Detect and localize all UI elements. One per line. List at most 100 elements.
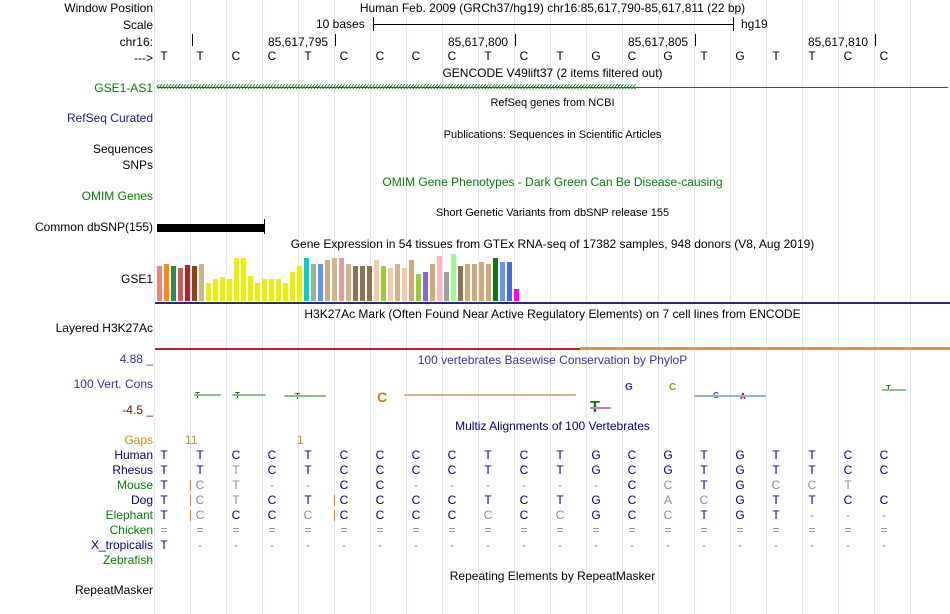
alignment-base: C	[375, 493, 385, 507]
gtex-tissue-bar[interactable]	[199, 264, 204, 301]
omim-label[interactable]: OMIM Genes	[81, 189, 153, 203]
alignment-base: C	[627, 463, 637, 477]
gtex-tissue-bar[interactable]	[339, 258, 344, 301]
alignment-base: T	[196, 448, 204, 462]
species-label[interactable]: Elephant	[105, 508, 153, 522]
conservation-label[interactable]: 100 Vert. Cons	[73, 377, 153, 391]
gtex-tissue-bar[interactable]	[234, 258, 239, 301]
gtex-tissue-bar[interactable]	[451, 254, 456, 301]
gtex-tissue-bar[interactable]	[220, 277, 225, 301]
snps-label[interactable]: SNPs	[122, 158, 153, 172]
species-label[interactable]: Zebrafish	[102, 553, 153, 567]
gtex-tissue-bar[interactable]	[248, 276, 253, 301]
gtex-tissue-bar[interactable]	[423, 272, 428, 301]
gtex-tissue-bar[interactable]	[192, 266, 197, 301]
gtex-tissue-bar[interactable]	[157, 266, 162, 301]
alignment-base: C	[267, 508, 277, 522]
gtex-tissue-bar[interactable]	[479, 262, 484, 301]
gtex-tissue-bar[interactable]	[444, 272, 449, 301]
gtex-tissue-bar[interactable]	[262, 279, 267, 301]
gtex-tissue-bar[interactable]	[374, 260, 379, 301]
grid-line	[154, 0, 155, 614]
conservation-max: 4.88 _	[119, 352, 153, 366]
gse1-as1-gene-line[interactable]	[158, 87, 948, 88]
gtex-tissue-bar[interactable]	[388, 268, 393, 301]
gencode-item-label[interactable]: GSE1-AS1	[94, 81, 153, 95]
species-label[interactable]: Mouse	[116, 478, 153, 492]
gtex-tissue-bar[interactable]	[297, 266, 302, 301]
dbsnp-label[interactable]: Common dbSNP(155)	[34, 220, 153, 234]
species-label[interactable]: Dog	[130, 493, 153, 507]
gtex-tissue-bar[interactable]	[213, 279, 218, 301]
gtex-tissue-bar[interactable]	[318, 264, 323, 301]
gtex-tissue-bar[interactable]	[493, 258, 498, 301]
gtex-tissue-bar[interactable]	[164, 264, 169, 301]
gtex-tissue-bar[interactable]	[458, 266, 463, 301]
alignment-base: C	[411, 493, 421, 507]
species-label[interactable]: X_tropicalis	[90, 538, 153, 552]
alignment-base: C	[879, 463, 889, 477]
species-label[interactable]: Human	[114, 448, 153, 462]
gtex-tissue-bar[interactable]	[437, 256, 442, 301]
alignment-base: T	[304, 493, 312, 507]
gtex-tissue-bar[interactable]	[465, 264, 470, 301]
gtex-tissue-bar[interactable]	[514, 289, 519, 301]
alignment-base: C	[627, 493, 637, 507]
gtex-tissue-bar[interactable]	[395, 264, 400, 301]
gaps-label[interactable]: Gaps	[124, 433, 153, 447]
gtex-tissue-bar[interactable]	[283, 283, 288, 301]
gtex-tissue-bar[interactable]	[409, 260, 414, 301]
refseq-title: RefSeq genes from NCBI	[490, 97, 615, 109]
phylop-logo-track[interactable]: T T T C T G C G A T	[155, 378, 950, 414]
gtex-tissue-bar[interactable]	[346, 264, 351, 301]
gtex-tissue-bar[interactable]	[290, 272, 295, 301]
gtex-tissue-bar[interactable]	[206, 283, 211, 301]
alignment-base: T	[808, 493, 816, 507]
repeatmasker-label[interactable]: RepeatMasker	[74, 583, 153, 597]
grid-line	[838, 0, 839, 614]
gtex-tissue-bar[interactable]	[402, 268, 407, 301]
alignment-base: C	[519, 493, 529, 507]
publications-label[interactable]: Sequences	[92, 142, 153, 156]
gse1-as1-strand-arrows[interactable]: ‹‹‹‹‹‹‹‹‹‹‹‹‹‹‹‹‹‹‹‹‹‹‹‹‹‹‹‹‹‹‹‹‹‹‹‹‹‹‹‹…	[156, 79, 636, 93]
refseq-label[interactable]: RefSeq Curated	[66, 111, 153, 125]
gtex-tissue-bar[interactable]	[500, 262, 505, 301]
species-label[interactable]: Chicken	[109, 523, 153, 537]
gtex-tissue-bar[interactable]	[178, 268, 183, 301]
gtex-tissue-bar[interactable]	[227, 279, 232, 301]
gtex-tissue-bar[interactable]	[185, 265, 190, 301]
gtex-tissue-bar[interactable]	[325, 260, 330, 301]
gtex-tissue-bar[interactable]	[360, 266, 365, 301]
h3k27ac-label[interactable]: Layered H3K27Ac	[55, 321, 153, 335]
gtex-tissue-bar[interactable]	[171, 266, 176, 301]
gtex-tissue-bar[interactable]	[332, 258, 337, 301]
gtex-tissue-bar[interactable]	[255, 283, 260, 301]
gtex-tissue-bar[interactable]	[486, 264, 491, 301]
gtex-tissue-bar[interactable]	[311, 264, 316, 301]
grid-line	[910, 0, 911, 614]
dbsnp-variant-bar[interactable]	[157, 224, 264, 232]
gtex-tissue-bar[interactable]	[269, 279, 274, 301]
gtex-tissue-bar[interactable]	[430, 264, 435, 301]
alignment-base: T	[484, 493, 492, 507]
gtex-tissue-bar[interactable]	[276, 279, 281, 301]
gtex-tissue-bar[interactable]	[353, 266, 358, 301]
base-letter: C	[411, 49, 421, 63]
conservation-top-line	[155, 348, 950, 350]
alignment-base: -	[738, 538, 742, 552]
gtex-tissue-bar[interactable]	[367, 266, 372, 301]
gtex-bar-chart[interactable]	[157, 254, 537, 301]
gtex-tissue-bar[interactable]	[381, 266, 386, 301]
logo-g1: G	[625, 382, 633, 393]
alignment-base: =	[628, 523, 636, 537]
gtex-tissue-bar[interactable]	[416, 274, 421, 301]
species-label[interactable]: Rhesus	[112, 463, 153, 477]
gtex-tissue-bar[interactable]	[507, 262, 512, 301]
strand-arrow-label[interactable]: --->	[134, 51, 153, 65]
grid-line	[694, 0, 695, 614]
gtex-tissue-bar[interactable]	[241, 258, 246, 301]
alignment-base: C	[627, 448, 637, 462]
gtex-tissue-bar[interactable]	[472, 264, 477, 301]
gtex-label[interactable]: GSE1	[120, 272, 153, 286]
gtex-tissue-bar[interactable]	[304, 258, 309, 301]
